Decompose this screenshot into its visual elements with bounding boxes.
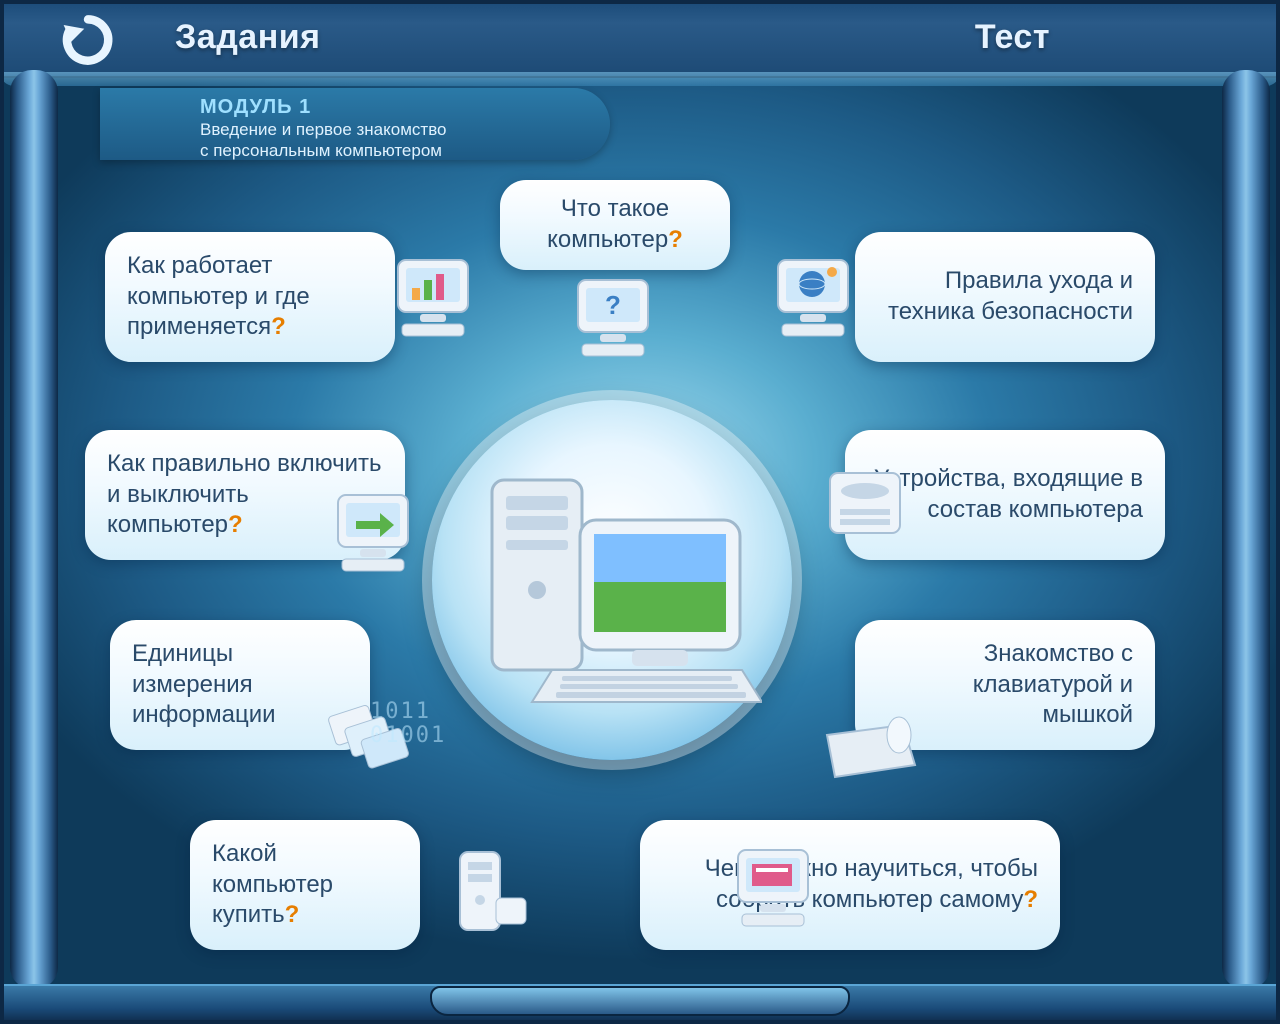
bottom-bar <box>0 984 1280 1024</box>
tab-test[interactable]: Тест <box>975 18 1050 57</box>
topic-card-label: Знакомство с клавиатурой и мышкой <box>877 639 1133 731</box>
topic-card-mr[interactable]: Устройства, входящие в состав компьютера <box>845 430 1165 560</box>
bottom-notch <box>430 986 850 1016</box>
topic-thumb-globe-icon <box>760 250 870 350</box>
topic-card-label: Какой компьютер купить? <box>212 839 398 931</box>
frame-pillar-left <box>10 70 58 989</box>
topic-card-fr[interactable]: Чему нужно научиться, чтобы собрать комп… <box>640 820 1060 950</box>
topic-card-tr[interactable]: Правила ухода и техника безопасности <box>855 232 1155 362</box>
topic-card-label: Чему нужно научиться, чтобы собрать комп… <box>662 854 1038 915</box>
topic-card-label: Как работает компьютер и где применяется… <box>127 251 373 343</box>
topic-card-label: Устройства, входящие в состав компьютера <box>867 464 1143 525</box>
topic-card-fl[interactable]: Какой компьютер купить? <box>190 820 420 950</box>
computer-illustration-icon <box>462 450 762 710</box>
svg-text:?: ? <box>605 290 621 320</box>
app-frame: Задания Тест МОДУЛЬ 1 Введение и первое … <box>0 0 1280 1024</box>
topic-thumb-chart-icon <box>380 250 490 350</box>
center-illustration <box>432 400 792 760</box>
binary-decoration: 101101001 <box>370 700 446 748</box>
topic-thumb-question-icon: ? <box>560 270 670 370</box>
topic-card-top[interactable]: Что такое компьютер? <box>500 180 730 270</box>
module-title: МОДУЛЬ 1 <box>200 96 590 119</box>
topic-card-label: Как правильно включить и выключить компь… <box>107 449 383 541</box>
topic-card-label: Что такое компьютер? <box>522 194 708 255</box>
topic-card-ml[interactable]: Как правильно включить и выключить компь… <box>85 430 405 560</box>
topic-card-label: Правила ухода и техника безопасности <box>877 266 1133 327</box>
topic-card-tl[interactable]: Как работает компьютер и где применяется… <box>105 232 395 362</box>
refresh-icon <box>58 10 118 70</box>
module-subtitle: Введение и первое знакомствос персональн… <box>200 119 590 162</box>
tab-tasks[interactable]: Задания <box>175 18 320 57</box>
module-banner: МОДУЛЬ 1 Введение и первое знакомствос п… <box>100 88 610 160</box>
topic-card-br[interactable]: Знакомство с клавиатурой и мышкой <box>855 620 1155 750</box>
topic-card-bl[interactable]: Единицы измерения информации <box>110 620 370 750</box>
topic-thumb-tower-icon <box>430 840 540 940</box>
back-button[interactable] <box>58 10 118 70</box>
topic-card-label: Единицы измерения информации <box>132 639 348 731</box>
frame-pillar-right <box>1222 70 1270 989</box>
